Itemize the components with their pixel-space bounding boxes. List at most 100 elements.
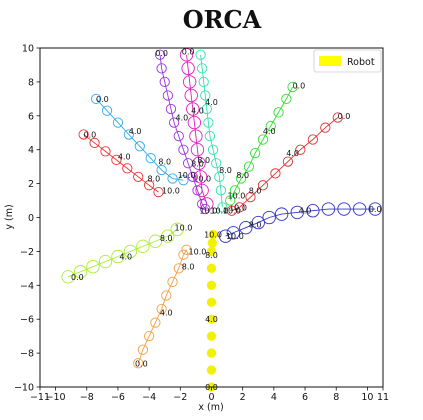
agent-position-marker: [123, 244, 138, 259]
trajectory-line: [67, 229, 178, 278]
agent-position-marker: [204, 131, 216, 142]
y-tick-label: 0: [28, 213, 34, 224]
agent-position-marker: [282, 156, 294, 167]
agent-position-marker: [243, 161, 255, 172]
agent-position-marker: [198, 76, 209, 88]
axis-ticks: −11−10 −8 −6 −4 −2 0 2 4 6 8 10 11 −10 −8 −6 −4 −2 0 2 4 6 8 1…: [14, 44, 389, 404]
agent-position-marker: [86, 259, 100, 274]
y-tick-label: 2: [28, 179, 34, 190]
time-label: 8.0: [158, 158, 171, 167]
agent-position-marker: [178, 175, 189, 186]
time-label: 4.0: [119, 252, 132, 261]
agent-position-marker: [352, 202, 367, 216]
agent-position-marker: [251, 215, 265, 230]
time-label: 10.0: [223, 207, 241, 216]
agent-position-marker: [257, 134, 269, 145]
time-label: 4.0: [191, 107, 204, 116]
agent-position-marker: [168, 117, 180, 128]
agent-position-marker: [197, 198, 208, 210]
agent-position-marker: [206, 263, 217, 274]
agent-position-marker: [321, 202, 336, 216]
agent-position-marker: [206, 314, 217, 324]
agent-position-marker: [154, 49, 166, 60]
y-tick-label: 8: [28, 77, 34, 88]
legend-swatch-robot: [319, 56, 341, 66]
agent-position-marker: [179, 48, 194, 62]
agent-position-marker: [112, 117, 124, 128]
agent-position-marker: [265, 120, 276, 132]
time-label: 10.0: [229, 203, 247, 212]
agent-position-marker: [250, 147, 261, 159]
agent-position-marker: [203, 117, 214, 128]
y-tick-label: −10: [14, 383, 34, 394]
agent-position-marker: [156, 164, 167, 176]
agent-trajectory-4: 4.0 8.0 10.0: [195, 49, 241, 216]
time-label: 4.0: [286, 149, 299, 158]
time-label: 8.0: [236, 171, 249, 180]
time-label: 0.0: [338, 112, 351, 121]
time-label: 0.0: [135, 359, 148, 368]
agent-position-marker: [100, 146, 111, 157]
chart-title: ORCA: [183, 5, 262, 34]
plot-area: 0.04.08.010.00.04.08.010.00.04.08.010.00…: [61, 47, 382, 392]
legend: Robot: [313, 49, 382, 73]
agent-position-marker: [218, 229, 233, 243]
agent-position-marker: [207, 238, 217, 248]
agent-trajectory-0: 0.04.08.010.0: [204, 229, 222, 392]
time-label: 10.0: [199, 207, 217, 216]
agent-position-marker: [61, 270, 75, 284]
agent-position-marker: [178, 249, 189, 260]
agent-position-marker: [98, 254, 113, 269]
time-label: 8.0: [219, 166, 232, 175]
time-label: 4.0: [176, 113, 189, 122]
agent-position-marker: [111, 154, 122, 165]
time-label: 0.0: [71, 273, 84, 282]
agent-position-marker: [144, 180, 155, 191]
agent-position-marker: [245, 192, 256, 203]
agent-position-marker: [148, 234, 163, 248]
x-tick-label: −10: [46, 392, 66, 403]
x-axis-label: x (m): [198, 402, 223, 413]
time-label: 4.0: [299, 207, 312, 216]
agent-position-marker: [137, 344, 149, 355]
agent-position-marker: [186, 102, 200, 116]
legend-box: [313, 49, 382, 73]
agent-position-marker: [187, 115, 202, 130]
x-tick-label: 10: [361, 392, 373, 403]
time-label: 4.0: [205, 315, 218, 324]
time-label: 8.0: [197, 156, 210, 165]
agent-position-marker: [193, 170, 208, 184]
agent-position-marker: [156, 303, 167, 315]
agent-position-marker: [161, 229, 175, 243]
agent-position-marker: [167, 173, 178, 184]
agent-position-marker: [89, 137, 100, 149]
agent-position-marker: [181, 61, 195, 76]
agent-position-marker: [226, 226, 241, 240]
time-label: 10.0: [204, 230, 222, 239]
agent-position-marker: [161, 290, 172, 301]
trajectory-line: [95, 98, 184, 181]
agent-position-marker: [262, 210, 276, 225]
agent-position-marker: [187, 171, 198, 182]
agent-position-marker: [206, 280, 217, 290]
agent-position-marker: [101, 105, 113, 116]
agent-position-marker: [211, 158, 222, 169]
legend-label-robot: Robot: [347, 57, 375, 68]
agent-position-marker: [162, 90, 173, 101]
agent-position-marker: [181, 244, 192, 255]
time-label: 4.0: [263, 127, 276, 136]
time-label: 0.0: [292, 81, 305, 90]
agent-position-marker: [156, 63, 167, 74]
y-tick-label: 6: [28, 111, 34, 122]
agent-position-marker: [201, 103, 212, 115]
agent-position-marker: [123, 129, 134, 140]
agent-position-marker: [215, 185, 226, 196]
agent-position-marker: [206, 246, 217, 257]
x-tick-label: −2: [173, 392, 187, 403]
agent-position-marker: [270, 168, 281, 179]
agent-position-marker: [306, 204, 320, 218]
agent-position-marker: [133, 358, 144, 369]
agent-position-marker: [206, 297, 217, 307]
agent-position-marker: [257, 180, 269, 191]
y-tick-label: −2: [20, 247, 34, 258]
